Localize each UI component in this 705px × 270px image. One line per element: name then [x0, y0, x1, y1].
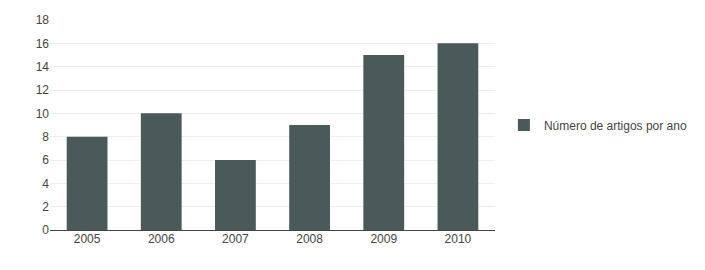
svg-text:8: 8 — [42, 130, 49, 144]
svg-text:2009: 2009 — [370, 232, 397, 246]
svg-text:14: 14 — [36, 60, 50, 74]
svg-text:4: 4 — [42, 177, 49, 191]
svg-text:2007: 2007 — [222, 232, 249, 246]
svg-text:16: 16 — [36, 37, 50, 51]
svg-text:6: 6 — [42, 153, 49, 167]
svg-text:10: 10 — [36, 107, 50, 121]
svg-text:12: 12 — [36, 83, 50, 97]
svg-text:0: 0 — [42, 223, 49, 237]
svg-text:2005: 2005 — [74, 232, 101, 246]
svg-text:18: 18 — [36, 13, 50, 27]
svg-text:2: 2 — [42, 200, 49, 214]
svg-text:2008: 2008 — [296, 232, 323, 246]
svg-text:2010: 2010 — [445, 232, 472, 246]
svg-text:2006: 2006 — [148, 232, 175, 246]
svg-text:Número de artigos por ano: Número de artigos por ano — [544, 119, 687, 133]
